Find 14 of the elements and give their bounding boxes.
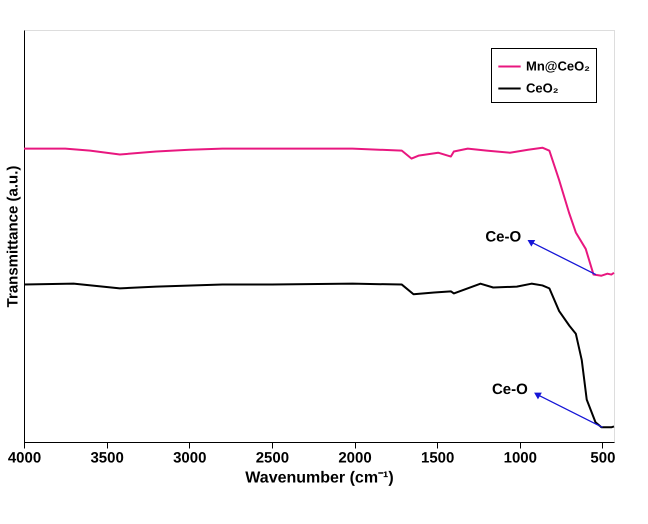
x-tick-label: 1500 bbox=[420, 450, 454, 466]
legend-label: Mn@CeO₂ bbox=[526, 58, 590, 74]
y-axis-title: Transmittance (a.u.) bbox=[4, 166, 22, 308]
x-tick-label: 3500 bbox=[90, 450, 124, 466]
x-tick-label: 1000 bbox=[504, 450, 537, 466]
annotation: Ce-O bbox=[485, 228, 522, 246]
annotation: Ce-O bbox=[492, 381, 528, 398]
legend-label: CeO₂ bbox=[526, 80, 559, 96]
x-tick-label: 2000 bbox=[338, 450, 372, 466]
x-axis-title: Wavenumber (cm⁻¹) bbox=[245, 470, 394, 486]
x-tick-label: 2500 bbox=[256, 450, 290, 466]
x-tick-label: 3000 bbox=[173, 450, 206, 466]
x-tick-label: 4000 bbox=[8, 450, 42, 466]
x-tick-label: 500 bbox=[590, 450, 616, 466]
